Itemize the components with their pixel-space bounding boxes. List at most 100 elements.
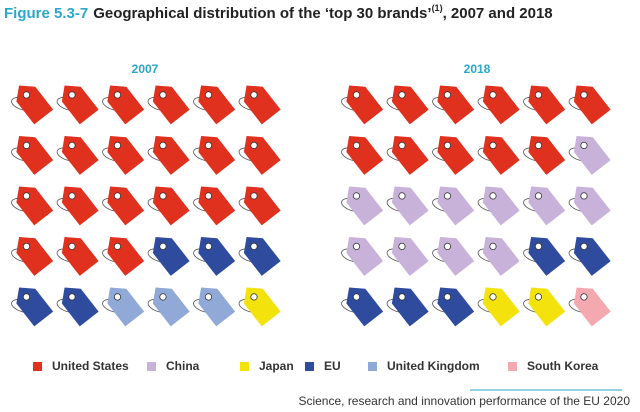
brand-tag [432, 135, 475, 175]
legend-label: EU [324, 359, 341, 373]
brand-tag [238, 186, 281, 226]
legend-swatch [508, 362, 517, 371]
tag-shape [573, 85, 611, 125]
tag-shape [243, 236, 281, 276]
tag-body [198, 135, 236, 175]
tag-shape [346, 287, 384, 327]
tag-body [346, 236, 384, 276]
tag-hole [204, 141, 213, 150]
tag-hole [68, 91, 76, 99]
tag-shape [61, 186, 99, 226]
tag-shape [107, 85, 145, 125]
tag-body [152, 236, 190, 276]
tag-shape [243, 186, 281, 226]
tag-hole [443, 192, 452, 200]
brand-tag [432, 85, 475, 125]
tag-shape [391, 287, 429, 327]
brand-tag [341, 236, 384, 276]
tag-hole [113, 91, 122, 99]
tag-shape [16, 287, 54, 327]
brand-tag [477, 186, 520, 226]
brand-tag [386, 135, 429, 175]
tag-body [482, 287, 520, 327]
tag-shape [198, 135, 236, 175]
tag-shape [346, 135, 384, 175]
tag-hole [113, 141, 122, 150]
tag-body [528, 236, 566, 276]
tag-body [437, 287, 475, 327]
tag-body [346, 135, 384, 175]
brand-tag [386, 236, 429, 276]
tag-shape [573, 135, 611, 175]
tag-shape [16, 135, 54, 175]
brand-tag [523, 236, 566, 276]
tag-hole [534, 141, 543, 150]
tag-hole [204, 91, 213, 99]
tag-body [243, 186, 281, 226]
tag-shape [437, 186, 475, 226]
tag-hole [113, 242, 122, 251]
tag-hole [443, 91, 452, 99]
tag-shape [528, 236, 566, 276]
pictogram-grid [341, 85, 611, 327]
figure-label: Figure 5.3-7 [4, 5, 88, 22]
tag-shape [391, 186, 429, 226]
tag-shape [528, 186, 566, 226]
brand-tag [102, 236, 145, 276]
legend-swatch [33, 362, 42, 371]
tag-shape [16, 186, 54, 226]
tag-body [528, 135, 566, 175]
brand-tag [341, 135, 384, 175]
tag-body [61, 85, 99, 125]
brand-tag [432, 287, 475, 327]
tag-body [437, 135, 475, 175]
tag-hole [250, 91, 258, 99]
brand-tag [193, 186, 236, 226]
brand-tag [147, 236, 190, 276]
tag-shape [198, 236, 236, 276]
brand-tag [193, 135, 236, 175]
brand-tag [432, 236, 475, 276]
brand-tag [523, 186, 566, 226]
tag-body [346, 85, 384, 125]
tag-body [152, 186, 190, 226]
brand-tag [11, 236, 54, 276]
brand-tag [102, 135, 145, 175]
tag-body [16, 135, 54, 175]
brand-tag [56, 85, 99, 125]
tag-hole [489, 141, 497, 150]
tag-hole [580, 242, 588, 251]
tag-hole [250, 141, 258, 150]
tag-hole [534, 91, 543, 99]
footer: Science, research and innovation perform… [298, 394, 630, 408]
brand-tag [147, 186, 190, 226]
brand-tag [523, 287, 566, 327]
tag-shape [16, 236, 54, 276]
brand-tag [568, 85, 611, 125]
tag-shape [107, 135, 145, 175]
tag-body [437, 186, 475, 226]
brand-tag [238, 135, 281, 175]
tag-shape [437, 135, 475, 175]
tag-body [573, 135, 611, 175]
tag-hole [398, 91, 406, 99]
brand-tag [11, 287, 54, 327]
tag-shape [482, 236, 520, 276]
legend-label: China [166, 359, 200, 373]
tag-body [391, 186, 429, 226]
tag-hole [352, 91, 361, 99]
tag-hole [489, 293, 497, 301]
brand-tag [341, 287, 384, 327]
tag-body [198, 236, 236, 276]
tag-hole [580, 293, 588, 301]
tag-hole [22, 293, 31, 301]
brand-tag [193, 287, 236, 327]
brand-tag [341, 85, 384, 125]
tag-body [482, 135, 520, 175]
panel-label: 2018 [464, 62, 491, 76]
brand-tag [147, 135, 190, 175]
tag-hole [352, 141, 361, 150]
tag-body [391, 135, 429, 175]
brand-tag [56, 186, 99, 226]
